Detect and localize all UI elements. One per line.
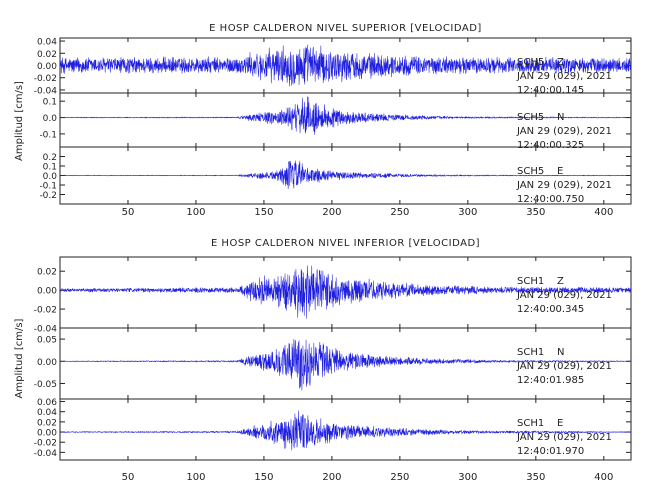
y-tick-label: 0.02 [37, 50, 57, 60]
panel-frame [59, 398, 632, 461]
x-tick-label: 50 [122, 472, 135, 483]
y-axis-label: Amplitud [cm/s] [14, 81, 25, 161]
x-tick-label: 100 [186, 472, 205, 483]
x-tick-label: 300 [458, 207, 477, 218]
trace-sch1-z [59, 265, 632, 319]
y-tick-label: -0.1 [39, 182, 57, 192]
record-time: 12:40:01.970 [517, 446, 584, 457]
y-tick-label: 0.02 [37, 268, 57, 278]
y-tick-label: -0.02 [34, 74, 57, 84]
channel-code: Z [557, 57, 564, 68]
y-tick-label: 0.06 [37, 398, 57, 408]
trace-sch5-n [59, 96, 632, 135]
y-tick-label: 0.00 [37, 287, 57, 297]
y-tick-label: 0.0 [43, 172, 58, 182]
panel-sch1-e: 0.060.040.020.00-0.02-0.04 SCH1 E JAN 29 (0… [34, 398, 632, 461]
x-tick-label: 250 [390, 472, 409, 483]
trace-sch1-e [59, 410, 632, 451]
channel-code: E [557, 166, 563, 177]
station-code: SCH5 [517, 112, 544, 123]
x-tick-label: 250 [390, 207, 409, 218]
chart-title: E HOSP CALDERON NIVEL INFERIOR [VELOCIDA… [211, 238, 480, 249]
record-time: 12:40:00.750 [517, 194, 584, 205]
record-date: JAN 29 (029), 2021 [516, 180, 612, 191]
y-tick-label: -0.05 [34, 380, 57, 390]
channel-code: N [557, 347, 564, 358]
channel-code: N [557, 112, 564, 123]
panel-sch1-z: 0.02 0.00 -0.02 -0.04 SCH1 Z JAN 29 (029), 202… [34, 256, 632, 335]
y-tick-label: -0.02 [34, 439, 57, 449]
y-tick-label: 0.05 [37, 336, 57, 346]
y-tick-label: 0.0 [43, 114, 58, 124]
record-time: 12:40:00.345 [517, 304, 584, 315]
station-code: SCH1 [517, 347, 544, 358]
y-tick-label: 0.00 [37, 429, 57, 439]
station-code: SCH1 [517, 418, 544, 429]
y-tick-label: 0.2 [43, 153, 57, 163]
panel-sch1-n: 0.05 0.00 -0.05 SCH1 N JAN 29 (029), 2021 12:4… [34, 327, 632, 400]
x-tick-label: 300 [458, 472, 477, 483]
record-time: 12:40:01.985 [517, 375, 584, 386]
x-tick-label: 400 [594, 472, 613, 483]
y-tick-label: -0.02 [34, 306, 57, 316]
x-tick-label: 200 [322, 207, 341, 218]
panel-sch5-e: 0.20.10.0-0.1-0.2 SCH5 E JAN 29 (029), 2021… [39, 146, 632, 205]
x-tick-label: 150 [254, 472, 273, 483]
seismogram-chart-2: E HOSP CALDERON NIVEL INFERIOR [VELOCIDA… [14, 238, 632, 483]
record-date: JAN 29 (029), 2021 [516, 361, 612, 372]
record-date: JAN 29 (029), 2021 [516, 290, 612, 301]
x-tick-label: 400 [594, 207, 613, 218]
y-tick-label: 0.1 [43, 98, 57, 108]
trace-sch1-n [59, 338, 632, 391]
y-tick-label: 0.00 [37, 62, 57, 72]
station-code: SCH5 [517, 166, 544, 177]
chart-title: E HOSP CALDERON NIVEL SUPERIOR [VELOCIDA… [209, 23, 482, 34]
y-tick-label: -0.2 [39, 191, 57, 201]
channel-code: Z [557, 276, 564, 287]
y-tick-label: 0.04 [37, 38, 57, 48]
channel-code: E [557, 418, 563, 429]
y-axis-label: Amplitud [cm/s] [14, 318, 25, 398]
y-tick-label: 0.00 [37, 358, 57, 368]
x-tick-label: 350 [526, 207, 545, 218]
y-tick-label: -0.04 [34, 325, 58, 335]
station-code: SCH1 [517, 276, 544, 287]
x-tick-label: 350 [526, 472, 545, 483]
y-tick-label: 0.04 [37, 408, 57, 418]
x-tick-label: 50 [122, 207, 135, 218]
record-time: 12:40:00.325 [517, 140, 584, 151]
y-tick-label: 0.02 [37, 418, 57, 428]
record-time: 12:40:00.145 [517, 85, 584, 96]
y-tick-label: -0.04 [34, 86, 58, 96]
record-date: JAN 29 (029), 2021 [516, 126, 612, 137]
y-tick-label: -0.1 [39, 130, 57, 140]
trace-sch5-e [59, 160, 632, 190]
trace-sch5-z [59, 44, 632, 87]
record-date: JAN 29 (029), 2021 [516, 432, 612, 443]
x-tick-label: 150 [254, 207, 273, 218]
y-tick-label: -0.04 [34, 449, 58, 459]
x-tick-label: 100 [186, 207, 205, 218]
y-tick-label: 0.1 [43, 163, 57, 173]
record-date: JAN 29 (029), 2021 [516, 71, 612, 82]
station-code: SCH5 [517, 57, 544, 68]
x-tick-label: 200 [322, 472, 341, 483]
panel-sch5-z: 0.04 0.02 0.00 -0.02 -0.04 SCH5 Z JAN 29 (029),… [34, 37, 632, 96]
seismogram-chart-1: E HOSP CALDERON NIVEL SUPERIOR [VELOCIDA… [14, 23, 632, 218]
panel-sch5-n: 0.1 0.0 -0.1 SCH5 N JAN 29 (029), 2021 12:40:0… [39, 92, 632, 151]
